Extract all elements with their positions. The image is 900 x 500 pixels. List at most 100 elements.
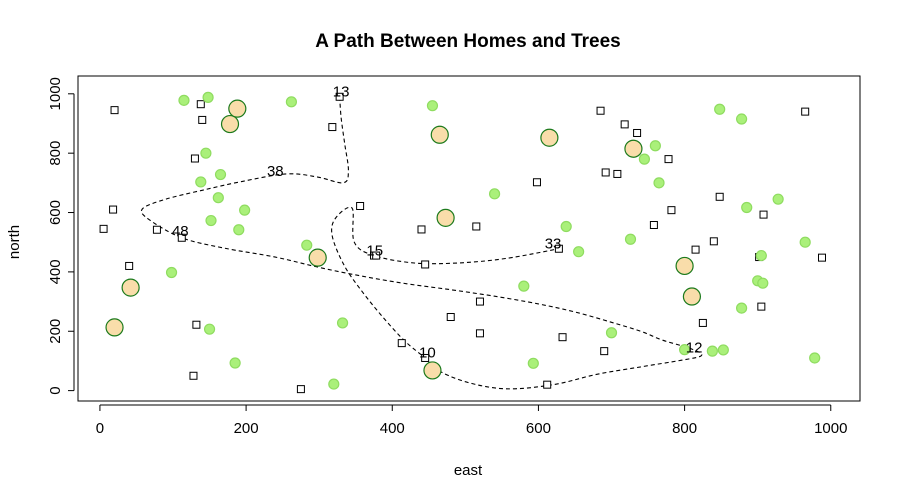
home-marker	[664, 155, 673, 164]
home-marker	[372, 251, 381, 260]
small-tree-marker	[214, 168, 227, 181]
home-marker	[558, 333, 567, 342]
small-tree-marker	[757, 277, 769, 289]
home-marker	[620, 120, 629, 129]
chart-title: A Path Between Homes and Trees	[315, 31, 621, 52]
home-marker	[192, 320, 201, 329]
x-tick-label: 400	[380, 420, 405, 437]
large-tree-marker	[228, 99, 247, 118]
small-tree-marker	[714, 103, 726, 115]
homes-layer	[99, 92, 826, 394]
small-tree-marker	[203, 323, 216, 335]
small-tree-marker	[518, 280, 530, 292]
large-tree-marker	[540, 128, 559, 147]
home-marker	[601, 168, 610, 177]
small-tree-marker	[328, 378, 340, 390]
small-tree-marker	[200, 147, 212, 159]
home-marker	[472, 222, 481, 231]
home-id-label: 13	[333, 83, 350, 100]
small-tree-marker	[560, 220, 572, 233]
x-axis-label: east	[454, 462, 483, 479]
x-tick-label: 800	[672, 420, 697, 437]
home-marker	[698, 318, 707, 327]
small-tree-marker	[233, 224, 245, 236]
home-marker	[296, 385, 305, 394]
home-id-label: 38	[267, 163, 284, 180]
y-tick-label: 200	[47, 319, 64, 344]
home-marker	[543, 380, 552, 389]
large-tree-marker	[308, 248, 327, 267]
large-tree-marker	[121, 278, 140, 297]
home-marker	[177, 233, 186, 242]
small-tree-marker	[195, 176, 207, 188]
x-tick-label: 0	[96, 420, 104, 437]
large-tree-marker	[436, 208, 455, 227]
home-id-label: 15	[366, 243, 383, 260]
home-marker	[417, 225, 426, 234]
small-tree-marker	[653, 177, 665, 189]
x-tick-label: 600	[526, 420, 551, 437]
small-tree-marker	[527, 357, 539, 369]
small-tree-marker	[301, 239, 313, 251]
home-marker	[817, 253, 826, 262]
trees-layer	[105, 91, 821, 390]
home-id-label: 10	[419, 345, 436, 362]
home-marker	[600, 347, 609, 356]
home-marker	[397, 339, 406, 348]
large-tree-marker	[624, 139, 643, 158]
path-layer	[140, 96, 703, 390]
small-tree-marker	[239, 204, 251, 216]
plot-frame	[77, 75, 861, 402]
home-marker	[328, 123, 337, 132]
labels-layer: 13 38 48 15 33 10 12	[172, 83, 702, 361]
small-tree-marker	[649, 140, 661, 152]
large-tree-marker	[675, 256, 694, 276]
home-marker	[475, 329, 484, 338]
large-tree-marker	[430, 125, 449, 144]
small-tree-marker	[285, 96, 298, 108]
large-tree-marker	[105, 318, 124, 337]
home-marker	[596, 106, 605, 115]
home-marker	[152, 225, 161, 234]
home-marker	[189, 371, 198, 380]
small-tree-marker	[229, 357, 241, 369]
small-tree-marker	[736, 113, 748, 125]
home-marker	[335, 92, 344, 101]
home-marker	[757, 302, 766, 311]
small-tree-marker	[624, 233, 637, 245]
small-tree-marker	[212, 192, 224, 204]
x-tick-label: 1000	[814, 420, 847, 437]
small-tree-marker	[336, 317, 349, 329]
home-marker	[691, 245, 700, 254]
home-marker	[110, 106, 119, 115]
small-tree-marker	[165, 266, 178, 279]
home-marker	[613, 169, 622, 178]
small-tree-marker	[717, 344, 729, 356]
small-tree-marker	[755, 249, 767, 262]
y-tick-label: 800	[47, 141, 64, 166]
home-marker	[475, 297, 484, 306]
small-tree-marker	[488, 188, 501, 200]
y-tick-label: 1000	[47, 77, 64, 110]
home-marker	[667, 206, 676, 215]
small-tree-marker	[772, 193, 784, 205]
home-marker	[356, 202, 365, 210]
small-tree-marker	[178, 94, 190, 106]
small-tree-marker	[605, 327, 618, 339]
small-tree-marker	[202, 91, 214, 103]
route-path	[140, 96, 703, 390]
home-marker	[532, 178, 541, 187]
home-marker	[99, 224, 108, 233]
home-marker	[554, 244, 563, 253]
axes: 0 200 400 600 800 1000 0 200 400 600 800 1000	[47, 77, 847, 437]
home-marker	[709, 237, 718, 246]
home-id-label: 12	[686, 339, 703, 356]
home-marker	[649, 220, 658, 229]
home-id-label: 33	[545, 235, 562, 252]
small-tree-marker	[678, 344, 691, 356]
home-marker	[715, 192, 724, 201]
home-marker	[421, 353, 430, 362]
home-marker	[446, 313, 455, 322]
y-tick-label: 400	[47, 259, 64, 284]
home-marker	[190, 154, 199, 163]
